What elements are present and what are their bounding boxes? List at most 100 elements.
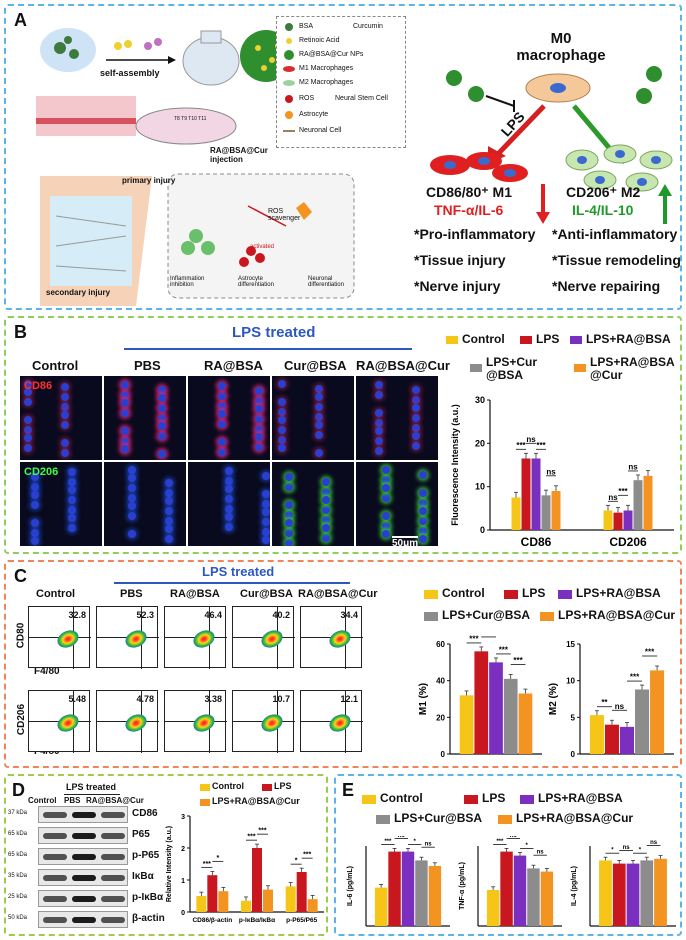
cell-nucleus	[61, 383, 69, 391]
panel-d-label: D	[12, 780, 25, 800]
blot-protein-name: p-IκBα	[132, 892, 164, 903]
blot-band	[43, 917, 67, 923]
bar	[415, 860, 428, 926]
m1-title: CD86/80⁺ M1	[426, 184, 512, 200]
bar	[401, 851, 415, 926]
cell-nucleus	[278, 380, 286, 388]
e-legend-swatch-1	[464, 795, 478, 804]
cell-nucleus	[315, 393, 323, 401]
bar	[218, 891, 229, 912]
cell-nucleus	[128, 484, 136, 492]
m2-cytokines: IL-4/IL-10	[572, 202, 634, 218]
bar	[540, 871, 554, 926]
bar	[428, 866, 442, 926]
cell-nucleus	[61, 439, 69, 447]
quadrant-value: 12.1	[340, 694, 358, 704]
cell-nucleus	[24, 416, 32, 424]
d-col-control: Control	[28, 796, 57, 805]
d-legend-swatch-0	[200, 784, 210, 791]
cell-nucleus	[262, 528, 270, 536]
cell-nucleus	[285, 473, 293, 481]
cell-nucleus	[278, 398, 286, 406]
flow-plot: 12.1	[300, 690, 363, 753]
y-tick-label: 5	[571, 713, 576, 722]
bar	[207, 875, 218, 912]
y-axis-label: Relative Intensity (a.u.)	[166, 826, 173, 902]
bar	[196, 896, 207, 912]
bar	[374, 887, 388, 926]
legend-neuronal: Neuronal Cell	[299, 127, 342, 134]
bar	[623, 510, 633, 530]
bar	[518, 693, 533, 754]
blot-kda: 65 kDa	[8, 831, 28, 837]
cell-nucleus	[61, 393, 69, 401]
cell-nucleus	[128, 494, 136, 502]
e-legend-1: LPS	[482, 791, 506, 805]
bar	[635, 689, 650, 754]
significance-label: *	[295, 858, 298, 865]
cell-nucleus	[419, 527, 427, 535]
cell-nucleus	[218, 402, 226, 410]
blot-band	[43, 896, 67, 902]
y-tick-label: 1	[181, 878, 185, 885]
mouse-label: T8 T9 T10 T11	[174, 116, 207, 122]
flow-plot: 34.4	[300, 606, 363, 669]
blot-band	[43, 812, 67, 818]
cell-nucleus	[31, 473, 39, 481]
flow-plot: 32.8	[28, 606, 91, 669]
cell-nucleus	[225, 523, 233, 531]
bar	[654, 858, 667, 926]
cell-nucleus	[262, 490, 270, 498]
cell-nucleus	[24, 380, 32, 388]
e-legend-0: Control	[380, 791, 423, 805]
blot-band-row	[38, 890, 128, 907]
bar	[296, 872, 307, 912]
chart-e-tnf: TNF-α (pg/mL) *** ns * ns	[459, 836, 562, 927]
cell-nucleus	[31, 537, 39, 545]
legend-nps: RA@BSA@Cur NPs	[299, 51, 364, 58]
significance-label: *	[526, 843, 529, 849]
cell-nucleus	[61, 449, 69, 457]
blot-kda: 35 kDa	[8, 873, 28, 879]
microscopy-image	[104, 376, 186, 460]
quadrant-value: 10.7	[272, 694, 290, 704]
blot-protein-name: IκBα	[132, 871, 154, 882]
c-col-pbs: PBS	[120, 588, 143, 600]
cell-nucleus	[285, 539, 293, 546]
y-tick-label: 10	[475, 482, 485, 492]
y-tick-label: 2	[181, 846, 185, 853]
c-row1-axis: CD80	[15, 622, 27, 649]
bar	[619, 726, 635, 754]
cell-nucleus	[225, 477, 233, 485]
bar	[521, 458, 531, 530]
y-axis-label: IL-4 (pg/mL)	[571, 866, 578, 906]
m2-item-0: *Anti-inflammatory	[552, 226, 678, 242]
flow-density	[326, 627, 354, 651]
blot-kda: 65 kDa	[8, 852, 28, 858]
cell-nucleus	[285, 519, 293, 527]
cell-nucleus	[322, 516, 330, 524]
cell-nucleus	[165, 489, 173, 497]
microscopy-image	[356, 462, 438, 546]
cell-nucleus	[315, 385, 323, 393]
assembly-legend: BSA Curcumin Retinoic Acid RA@BSA@Cur NP…	[276, 16, 406, 148]
cell-nucleus	[165, 507, 173, 515]
blot-band	[101, 917, 125, 923]
cell-nucleus	[278, 444, 286, 452]
cell-nucleus	[31, 519, 39, 527]
cell-nucleus	[31, 501, 39, 509]
cell-nucleus	[412, 414, 420, 422]
cell-nucleus	[262, 518, 270, 526]
cell-nucleus	[61, 421, 69, 429]
e-legend-3: LPS+Cur@BSA	[394, 811, 483, 825]
legend-nsc: Neural Stem Cell	[335, 95, 388, 102]
cell-nucleus	[31, 529, 39, 537]
cell-nucleus	[218, 392, 226, 400]
m1-cytokines: TNF-α/IL-6	[434, 202, 504, 218]
b-scale-bar: 50μm	[392, 536, 419, 549]
c-legend-0: Control	[442, 586, 485, 600]
quadrant-value: 40.2	[272, 610, 290, 620]
flow-plot: 40.2	[232, 606, 295, 669]
ros-scavenger-label: ROS scavenger	[268, 208, 301, 222]
